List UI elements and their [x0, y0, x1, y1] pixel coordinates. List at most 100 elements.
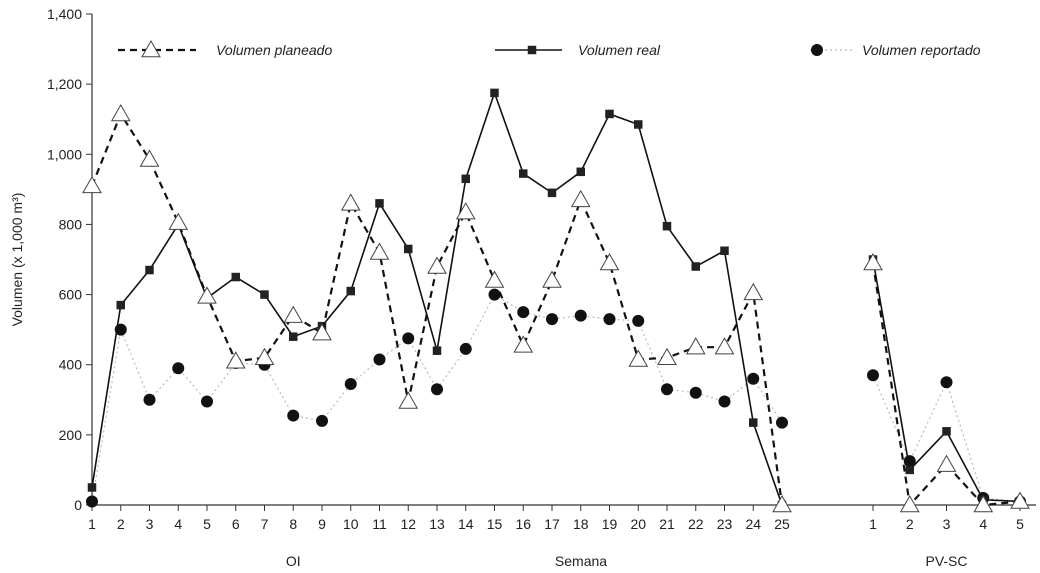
series-volumen-real-group-1	[87, 88, 787, 510]
data-point-volumen-real	[942, 427, 951, 436]
data-point-volumen-planeado	[570, 189, 591, 208]
x-tick-label: 18	[573, 516, 589, 532]
x-tick-label: 16	[515, 516, 531, 532]
x-tick-label: 4	[979, 516, 987, 532]
y-axis: 0 200 400 600 800 1,000 1,200 1,400	[47, 6, 92, 513]
data-point-volumen-planeado	[899, 494, 920, 513]
legend-label-volumen-real: Volumen real	[578, 42, 661, 58]
series-volumen-planeado-group-1	[82, 103, 792, 513]
data-point-volumen-planeado	[254, 347, 275, 365]
data-point-volumen-reportado	[718, 395, 731, 408]
data-point-volumen-real	[375, 199, 384, 208]
x-tick-label: 1	[869, 516, 877, 532]
data-point-volumen-reportado	[402, 332, 415, 345]
series-line-volumen-planeado	[871, 262, 1021, 507]
x-tick-label: 17	[544, 516, 560, 532]
x-tick-label: 22	[688, 516, 704, 532]
x-tick-label: 12	[400, 516, 416, 532]
data-point-volumen-real	[346, 286, 355, 296]
y-tick-label: 1,400	[47, 6, 82, 22]
x-tick-label: 2	[906, 516, 914, 532]
y-tick-label: 800	[59, 216, 83, 232]
x-tick-label: 2	[117, 516, 125, 532]
data-point-volumen-planeado	[973, 494, 994, 513]
x-tick-label: 11	[372, 516, 387, 532]
data-point-volumen-planeado	[398, 391, 419, 409]
data-point-volumen-planeado	[628, 349, 649, 367]
data-point-volumen-real	[490, 88, 499, 98]
data-point-volumen-planeado	[110, 103, 131, 122]
x-tick-label: 14	[458, 516, 474, 532]
data-point-volumen-reportado	[344, 378, 357, 391]
data-point-volumen-reportado	[574, 309, 587, 322]
x-tick-label: 8	[289, 516, 297, 532]
x-tick-label: 4	[174, 516, 182, 532]
data-point-volumen-reportado	[747, 372, 760, 385]
data-point-volumen-reportado	[903, 455, 916, 468]
data-point-volumen-planeado	[542, 270, 562, 288]
plot-frame	[91, 14, 1036, 506]
x-tick-label: 25	[774, 516, 790, 532]
x-tick-label: 10	[343, 516, 359, 532]
data-point-volumen-planeado	[455, 202, 476, 220]
legend-label-volumen-planeado: Volumen planeado	[216, 42, 332, 58]
data-point-volumen-reportado	[201, 395, 213, 408]
data-point-volumen-reportado	[940, 376, 953, 389]
data-point-volumen-real	[519, 169, 528, 178]
data-point-volumen-reportado	[459, 342, 472, 355]
data-point-volumen-real	[404, 244, 413, 254]
legend-item-volumen-planeado: Volumen planeado	[118, 39, 332, 58]
data-point-volumen-planeado	[283, 305, 304, 323]
data-point-volumen-reportado	[86, 495, 98, 508]
x-tick-label: 3	[943, 516, 951, 532]
x-tick-label: 5	[1016, 516, 1024, 532]
data-point-volumen-real	[905, 465, 914, 475]
x-tick-label: 1	[88, 516, 96, 532]
data-point-volumen-planeado	[863, 252, 883, 271]
data-point-volumen-real	[87, 483, 97, 492]
data-point-volumen-reportado	[316, 414, 328, 427]
y-tick-label: 200	[59, 427, 83, 443]
data-point-volumen-reportado	[661, 383, 673, 396]
data-point-volumen-reportado	[632, 314, 645, 327]
x-tick-label: 21	[659, 516, 675, 532]
data-point-volumen-reportado	[867, 369, 879, 382]
y-axis-title: Volumen (x 1,000 m³)	[9, 193, 25, 327]
data-point-volumen-reportado	[488, 288, 501, 301]
data-point-volumen-real	[432, 346, 442, 355]
data-point-volumen-planeado	[513, 335, 534, 353]
data-point-volumen-planeado	[369, 242, 390, 260]
x-tick-label: 7	[261, 516, 269, 532]
series-volumen-reportado-group-1	[86, 288, 788, 508]
data-point-volumen-planeado	[139, 149, 160, 167]
x-tick-label: 5	[203, 516, 211, 532]
series-line-volumen-reportado	[872, 374, 1021, 503]
x-tick-label: 13	[429, 516, 445, 532]
data-point-volumen-reportado	[517, 306, 530, 319]
data-point-volumen-planeado	[599, 252, 620, 271]
data-point-volumen-reportado	[546, 313, 558, 326]
series-layer	[82, 88, 1030, 513]
data-point-volumen-real	[749, 418, 758, 427]
data-point-volumen-reportado	[689, 386, 702, 399]
y-tick-label: 400	[59, 357, 83, 373]
data-point-volumen-planeado	[1010, 491, 1030, 509]
y-tick-label: 1,200	[47, 76, 82, 92]
y-tick-label: 1,000	[47, 146, 82, 162]
data-point-volumen-real	[634, 120, 643, 129]
x-tick-label: 19	[602, 516, 618, 532]
data-point-volumen-planeado	[714, 337, 735, 355]
data-point-volumen-planeado	[484, 270, 505, 288]
x-axis-title: Semana	[555, 553, 607, 569]
data-point-volumen-planeado	[772, 494, 792, 513]
x-tick-label: 6	[232, 516, 240, 532]
data-point-volumen-real	[461, 174, 470, 184]
legend: Volumen planeado Volumen real Volumen repo…	[118, 39, 981, 58]
x-tick-label: 15	[487, 516, 503, 532]
legend-item-volumen-real: Volumen real	[495, 42, 661, 58]
x-tick-label: 24	[745, 516, 761, 532]
data-point-volumen-planeado	[657, 347, 677, 365]
series-line-volumen-planeado	[90, 112, 784, 506]
x-group-label: OI	[286, 553, 301, 569]
